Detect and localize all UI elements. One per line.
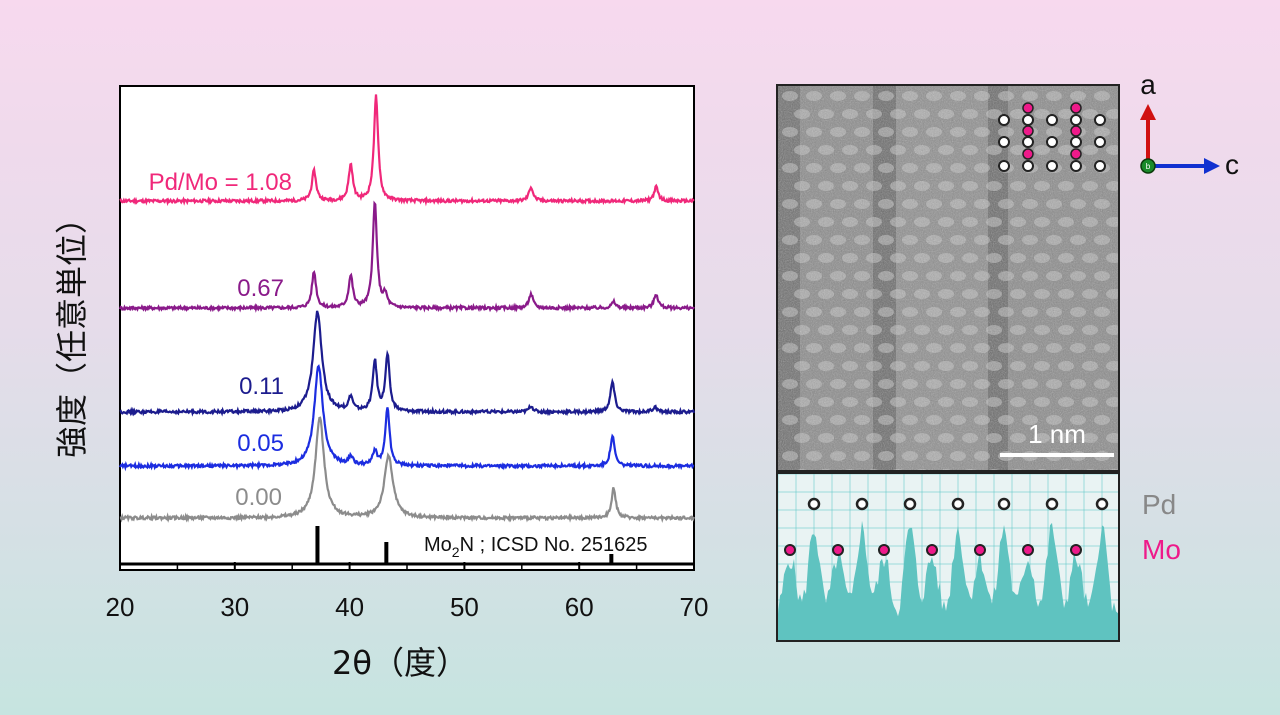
noise-overlay [778,86,1118,470]
xrd-chart: Pd/Mo = 1.08 0.67 0.11 0.05 0.00 20 30 40 50 60 70… [53,85,709,682]
x-tick-label-2: 40 [335,592,364,622]
pd-atom-0 [998,114,1010,126]
tem-image-panel: 1 nm [776,84,1120,472]
x-axis-title: 2θ（度） [332,644,468,682]
pd-atom-8 [1046,160,1058,172]
intensity-profile-panel [776,472,1120,642]
scale-bar-label: 1 nm [1028,419,1086,449]
reference-stick-0 [315,526,320,564]
pd-atom-7 [1046,136,1058,148]
crystal-axes-indicator: b a c [1140,70,1239,180]
pd-atom-14 [1094,160,1106,172]
x-tick-label-1: 30 [220,592,249,622]
series-label-1: 0.67 [237,275,284,302]
axis-b-label: b [1146,162,1151,171]
profile-mo-marker-5 [1022,544,1034,556]
crystal-structure-inset [998,102,1106,172]
series-line-1 [118,200,695,314]
mo-atom-17 [1022,148,1034,160]
axis-a-label: a [1140,70,1156,100]
pd-atom-1 [998,136,1010,148]
reference-label: Mo2N ; ICSD No. 251625 [424,534,647,560]
atom-position-markers [784,497,1109,556]
pd-atom-3 [1022,114,1034,126]
arrow-right-icon [1204,158,1220,174]
mo-atom-15 [1022,102,1034,114]
axis-b-dot-icon [1140,158,1156,174]
intensity-profile [778,520,1118,640]
profile-pd-marker-1 [855,497,869,511]
mo-atom-19 [1070,125,1082,137]
profile-pd-marker-0 [807,497,821,511]
y-axis-title: 強度（任意単位） [53,202,91,458]
profile-pd-marker-4 [997,497,1011,511]
pd-atom-5 [1022,160,1034,172]
arrow-up-icon [1140,104,1156,120]
series-label-0: Pd/Mo = 1.08 [149,169,292,196]
x-tick-label-3: 50 [450,592,479,622]
plot-area [119,85,695,571]
profile-mo-marker-2 [878,544,890,556]
legend-pd-label: Pd [1142,489,1177,520]
scale-bar [1000,453,1114,457]
series-label-3: 0.05 [237,430,284,457]
profile-pd-marker-3 [951,497,965,511]
series-label-4: 0.00 [235,484,282,511]
reference-stick-2 [609,554,614,564]
profile-mo-marker-1 [832,544,844,556]
mo-atom-18 [1070,102,1082,114]
profile-mo-marker-0 [784,544,796,556]
series-line-4 [119,416,696,523]
series-line-2 [119,310,696,417]
series-line-3 [118,364,695,472]
pd-atom-2 [998,160,1010,172]
pd-atom-6 [1046,114,1058,126]
x-tick-label-5: 70 [680,592,709,622]
profile-pd-marker-2 [903,497,917,511]
legend-mo-label: Mo [1142,534,1181,565]
pd-atom-4 [1022,136,1034,148]
x-tick-label-4: 60 [565,592,594,622]
pd-atom-13 [1094,136,1106,148]
x-tick-label-0: 20 [106,592,135,622]
pd-atom-12 [1094,114,1106,126]
pd-atom-10 [1070,136,1082,148]
pd-atom-9 [1070,114,1082,126]
axis-c-label: c [1225,149,1239,180]
profile-mo-marker-3 [926,544,938,556]
mo-atom-16 [1022,125,1034,137]
reference-stick-1 [384,542,389,564]
mo-atom-20 [1070,148,1082,160]
series-line-0 [119,94,695,207]
profile-pd-marker-5 [1045,497,1059,511]
series-label-2: 0.11 [239,373,284,400]
pd-atom-11 [1070,160,1082,172]
profile-pd-marker-6 [1095,497,1109,511]
profile-mo-marker-6 [1070,544,1082,556]
profile-mo-marker-4 [974,544,986,556]
